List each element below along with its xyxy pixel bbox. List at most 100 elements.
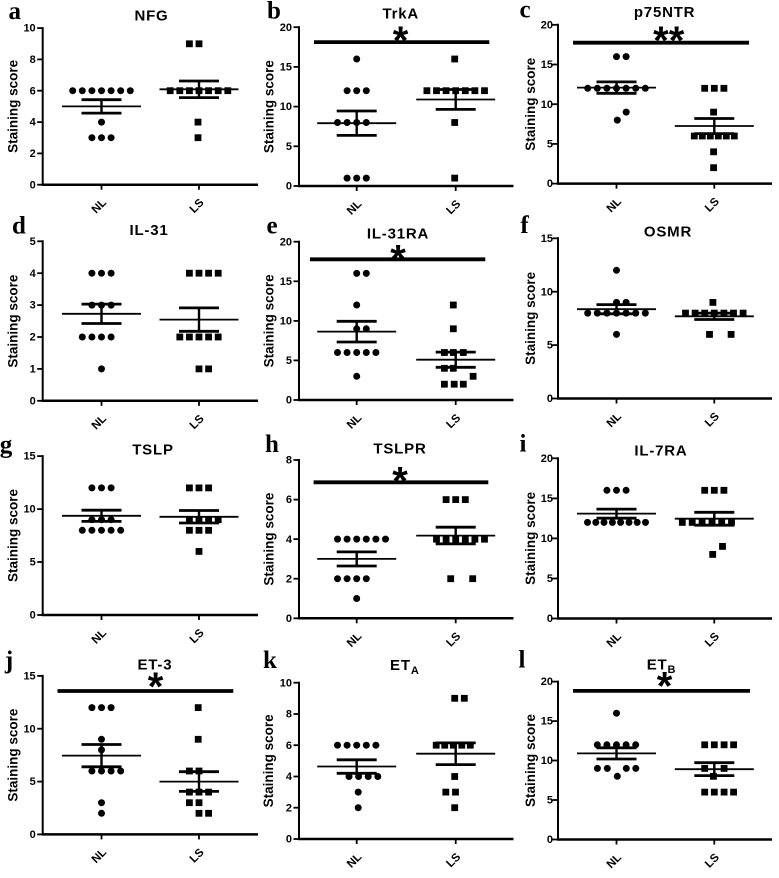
svg-text:0: 0 (547, 613, 553, 625)
svg-text:TSLPR: TSLPR (373, 440, 426, 457)
svg-text:5: 5 (547, 340, 553, 352)
svg-text:10: 10 (541, 755, 553, 767)
svg-text:g: g (0, 432, 13, 459)
svg-text:Staining score: Staining score (261, 492, 276, 586)
svg-text:0: 0 (286, 181, 292, 193)
svg-text:15: 15 (541, 59, 553, 71)
svg-text:Staining score: Staining score (5, 489, 20, 583)
svg-text:*: * (657, 664, 673, 708)
svg-text:10: 10 (541, 286, 553, 298)
svg-text:1: 1 (30, 364, 36, 376)
svg-text:0: 0 (30, 179, 36, 191)
svg-text:4: 4 (30, 268, 37, 280)
svg-text:8: 8 (286, 709, 292, 721)
svg-text:2: 2 (286, 573, 292, 585)
svg-text:b: b (267, 0, 281, 25)
svg-text:15: 15 (541, 233, 553, 245)
svg-text:IL-31: IL-31 (129, 222, 168, 239)
svg-text:8: 8 (30, 54, 36, 66)
svg-text:4: 4 (286, 771, 293, 783)
svg-text:0: 0 (547, 393, 553, 405)
svg-text:5: 5 (30, 776, 36, 788)
svg-text:3: 3 (30, 300, 36, 312)
svg-text:p75NTR: p75NTR (634, 4, 695, 21)
svg-text:Staining score: Staining score (5, 274, 20, 368)
svg-text:5: 5 (547, 795, 553, 807)
svg-text:f: f (520, 212, 529, 239)
svg-text:e: e (266, 213, 277, 240)
svg-text:Staining score: Staining score (523, 271, 538, 365)
svg-text:**: ** (653, 19, 685, 63)
svg-text:0: 0 (286, 613, 292, 625)
svg-text:h: h (265, 431, 279, 458)
svg-text:6: 6 (30, 85, 36, 97)
svg-text:*: * (148, 665, 164, 709)
svg-text:i: i (520, 431, 527, 458)
svg-text:2: 2 (286, 802, 292, 814)
svg-text:10: 10 (23, 23, 35, 35)
svg-text:Staining score: Staining score (261, 714, 276, 808)
svg-text:6: 6 (286, 494, 292, 506)
svg-text:10: 10 (541, 533, 553, 545)
svg-text:0: 0 (30, 610, 36, 622)
svg-text:4: 4 (30, 117, 37, 129)
svg-text:10: 10 (280, 316, 292, 328)
svg-text:TSLP: TSLP (132, 441, 174, 458)
svg-text:5: 5 (547, 139, 553, 151)
svg-text:j: j (4, 647, 13, 674)
svg-text:Staining score: Staining score (5, 708, 20, 802)
svg-text:15: 15 (541, 493, 553, 505)
svg-text:10: 10 (541, 99, 553, 111)
svg-text:Staining score: Staining score (5, 59, 20, 153)
svg-text:15: 15 (541, 716, 553, 728)
svg-text:2: 2 (30, 332, 36, 344)
svg-text:8: 8 (286, 455, 292, 467)
svg-text:4: 4 (286, 534, 293, 546)
svg-text:10: 10 (280, 101, 292, 113)
svg-text:0: 0 (547, 834, 553, 846)
svg-text:0: 0 (547, 178, 553, 190)
svg-text:*: * (393, 19, 409, 63)
svg-text:0: 0 (30, 829, 36, 841)
svg-text:c: c (519, 0, 530, 24)
svg-text:10: 10 (23, 723, 35, 735)
svg-text:IL-31RA: IL-31RA (367, 225, 429, 242)
svg-text:Staining score: Staining score (261, 60, 276, 154)
svg-text:5: 5 (547, 573, 553, 585)
svg-text:2: 2 (30, 148, 36, 160)
svg-text:20: 20 (541, 19, 553, 31)
svg-text:5: 5 (286, 141, 292, 153)
svg-text:5: 5 (30, 557, 36, 569)
svg-text:d: d (12, 213, 26, 240)
svg-text:10: 10 (280, 677, 292, 689)
svg-text:20: 20 (280, 236, 292, 248)
svg-text:5: 5 (30, 236, 36, 248)
svg-text:15: 15 (280, 62, 292, 74)
svg-text:6: 6 (286, 740, 292, 752)
svg-text:Staining score: Staining score (261, 274, 276, 368)
svg-text:10: 10 (23, 504, 35, 516)
svg-text:0: 0 (286, 395, 292, 407)
svg-text:*: * (390, 237, 406, 281)
svg-text:0: 0 (286, 834, 292, 846)
svg-text:20: 20 (541, 453, 553, 465)
svg-text:15: 15 (23, 671, 35, 683)
svg-text:NFG: NFG (134, 7, 168, 24)
svg-text:a: a (8, 0, 21, 25)
svg-text:15: 15 (280, 276, 292, 288)
svg-text:OSMR: OSMR (644, 223, 692, 240)
svg-text:k: k (263, 647, 277, 674)
svg-text:20: 20 (541, 676, 553, 688)
svg-text:Staining score: Staining score (523, 714, 538, 808)
svg-text:Staining score: Staining score (523, 491, 538, 585)
svg-text:15: 15 (23, 451, 35, 463)
svg-text:20: 20 (280, 22, 292, 34)
svg-text:5: 5 (286, 355, 292, 367)
svg-text:0: 0 (30, 395, 36, 407)
svg-text:IL-7RA: IL-7RA (634, 442, 687, 459)
svg-text:Staining score: Staining score (523, 57, 538, 151)
svg-text:TrkA: TrkA (383, 6, 420, 23)
svg-text:l: l (519, 647, 526, 674)
svg-text:*: * (392, 459, 408, 503)
svg-text:ET-3: ET-3 (137, 657, 172, 674)
